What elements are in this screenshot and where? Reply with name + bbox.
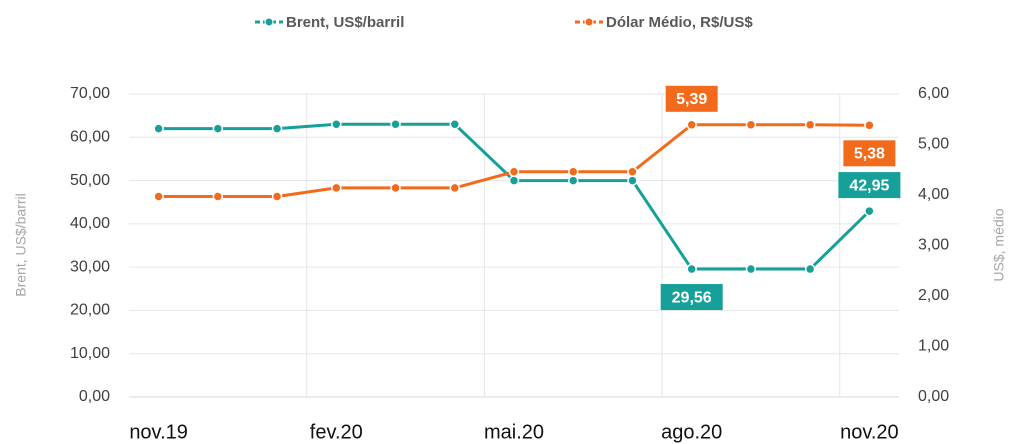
data-point <box>331 119 342 130</box>
y2-tick-label: 4,00 <box>918 186 949 203</box>
data-label-box <box>665 85 718 112</box>
data-label-box <box>660 284 723 311</box>
y-tick-label: 50,00 <box>70 172 110 189</box>
y-tick-label: 0,00 <box>79 388 110 405</box>
data-point <box>686 119 697 131</box>
x-tick-label: nov.19 <box>129 421 188 443</box>
data-point <box>390 182 401 194</box>
data-label-box <box>843 140 896 167</box>
x-tick-label: nov.20 <box>840 421 899 443</box>
data-point <box>212 123 224 134</box>
y2-tick-label: 3,00 <box>918 237 949 254</box>
y-tick-label: 70,00 <box>70 85 110 102</box>
data-point <box>153 123 164 134</box>
data-point <box>271 191 283 202</box>
data-point <box>508 166 520 178</box>
data-point <box>567 175 579 186</box>
data-point <box>745 119 757 131</box>
data-point <box>212 191 224 202</box>
y2-tick-label: 5,00 <box>918 136 949 153</box>
data-point <box>567 166 579 178</box>
data-point <box>804 263 816 275</box>
data-point <box>804 119 816 131</box>
legend-marker <box>264 17 274 27</box>
data-point <box>745 263 757 275</box>
data-point <box>627 175 638 186</box>
y-tick-label: 40,00 <box>70 215 110 232</box>
y2-tick-label: 6,00 <box>918 85 949 102</box>
data-point <box>390 119 401 130</box>
x-tick-label: fev.20 <box>310 421 363 443</box>
y2-tick-label: 1,00 <box>918 338 949 355</box>
data-point <box>864 205 875 217</box>
legend-label: Brent, US$/barril <box>286 14 404 31</box>
legend-marker <box>584 17 594 27</box>
y-tick-label: 30,00 <box>70 258 110 275</box>
y-tick-label: 60,00 <box>70 129 110 146</box>
data-label-box <box>838 172 901 199</box>
y2-tick-label: 0,00 <box>918 388 949 405</box>
y2-axis-title: US$, médio <box>991 208 1007 281</box>
data-point <box>627 166 638 178</box>
x-tick-label: ago.20 <box>661 421 722 443</box>
data-point <box>686 263 697 275</box>
data-point <box>331 182 342 194</box>
data-label: 42,95 <box>849 177 889 194</box>
y-tick-label: 10,00 <box>70 345 110 362</box>
y2-tick-label: 2,00 <box>918 287 949 304</box>
data-label: 29,56 <box>672 289 712 306</box>
data-point <box>153 191 164 202</box>
x-tick-label: mai.20 <box>484 421 544 443</box>
data-point <box>508 175 520 186</box>
data-label: 5,39 <box>676 91 707 108</box>
data-point <box>449 182 461 194</box>
data-point <box>271 123 283 134</box>
y-axis-title: Brent, US$/barril <box>13 193 29 296</box>
data-point <box>449 119 461 130</box>
y-tick-label: 20,00 <box>70 302 110 319</box>
data-point <box>864 120 875 131</box>
legend-label: Dólar Médio, R$/US$ <box>606 14 753 31</box>
data-label: 5,38 <box>854 146 885 163</box>
